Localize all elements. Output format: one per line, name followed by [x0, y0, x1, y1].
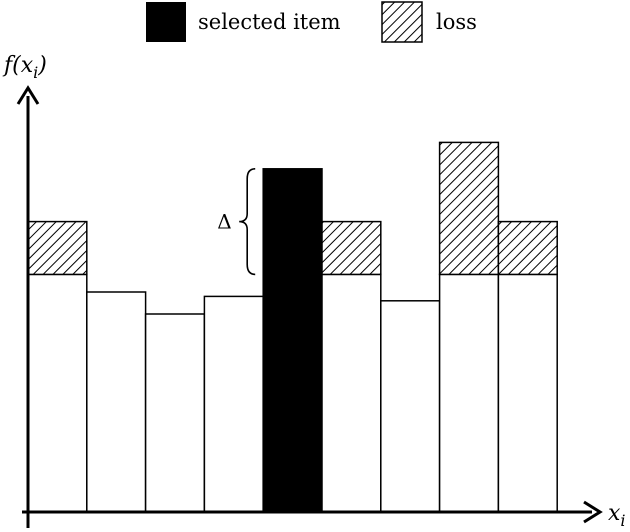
bar: [144, 313, 206, 513]
bar: [86, 291, 147, 513]
bar: [321, 273, 382, 513]
selected-bar: [262, 168, 323, 513]
bar: [497, 273, 558, 513]
loss-segment: [438, 141, 500, 276]
x-axis-arrow: [583, 500, 603, 524]
loss-segment: [497, 220, 558, 276]
loss-segment: [27, 220, 88, 276]
y-axis-label-main: f(x: [2, 53, 34, 78]
delta-label: Δ: [217, 210, 231, 234]
y-axis-label: f(xi): [2, 53, 47, 82]
legend-selected-swatch: [146, 2, 186, 42]
x-axis-label: xi: [608, 501, 626, 530]
bar: [203, 295, 264, 513]
bar: [380, 300, 441, 513]
legend-loss-swatch: [381, 1, 423, 43]
legend-selected-label: selected item: [198, 10, 341, 34]
y-axis-arrow: [16, 85, 40, 105]
delta-brace: Δ: [217, 168, 256, 276]
bar: [27, 273, 88, 513]
bars-group: [27, 141, 558, 513]
loss-segment: [321, 220, 382, 276]
delta-brace-path: [239, 168, 256, 276]
bar: [438, 273, 500, 513]
y-axis-label-close: ): [37, 53, 47, 78]
x-axis-label-sub: i: [620, 511, 625, 530]
x-axis-label-main: x: [608, 501, 621, 526]
axes: [16, 85, 603, 528]
legend-loss-label: loss: [436, 10, 477, 34]
y-axis-label-sub: i: [33, 63, 38, 82]
legend: selected item loss: [146, 1, 477, 43]
